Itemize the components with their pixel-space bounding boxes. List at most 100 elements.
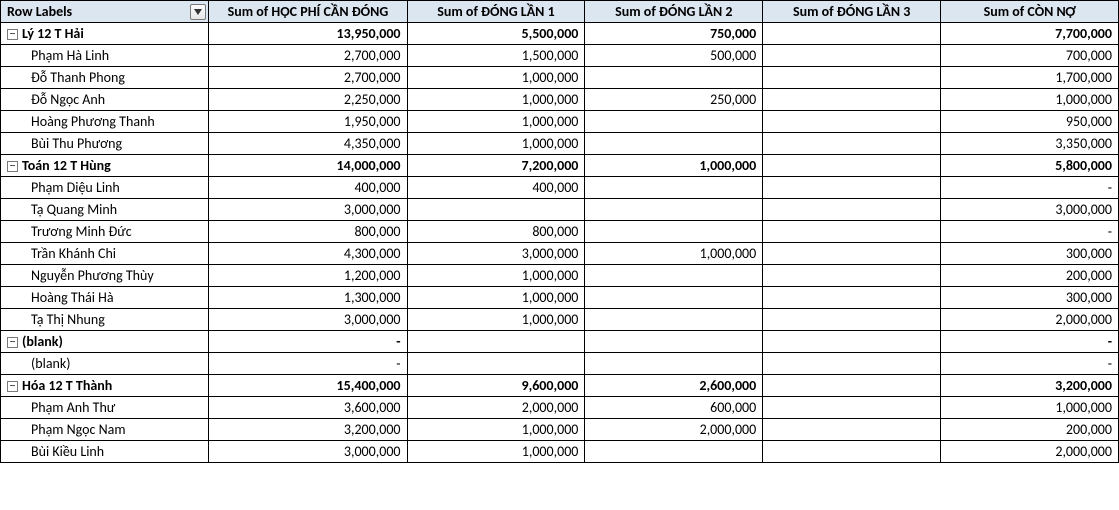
child-value-cell[interactable]: 2,000,000 <box>941 441 1119 463</box>
child-value-cell[interactable] <box>585 265 763 287</box>
child-value-cell[interactable] <box>407 199 585 221</box>
child-value-cell[interactable]: 1,200,000 <box>209 265 407 287</box>
child-value-cell[interactable] <box>763 45 941 67</box>
header-col1[interactable]: Sum of HỌC PHÍ CẦN ĐÓNG <box>209 1 407 23</box>
child-value-cell[interactable]: - <box>941 221 1119 243</box>
child-value-cell[interactable]: 1,000,000 <box>941 89 1119 111</box>
child-value-cell[interactable]: 800,000 <box>209 221 407 243</box>
child-value-cell[interactable]: 2,250,000 <box>209 89 407 111</box>
header-col2[interactable]: Sum of ĐÓNG LẦN 1 <box>407 1 585 23</box>
child-label-cell[interactable]: Trần Khánh Chi <box>1 243 209 265</box>
group-value-cell[interactable]: 2,600,000 <box>585 375 763 397</box>
child-label-cell[interactable]: Đỗ Thanh Phong <box>1 67 209 89</box>
child-value-cell[interactable] <box>585 221 763 243</box>
child-value-cell[interactable]: 300,000 <box>941 287 1119 309</box>
child-value-cell[interactable] <box>763 89 941 111</box>
group-value-cell[interactable]: - <box>941 331 1119 353</box>
collapse-icon[interactable]: − <box>7 161 18 172</box>
group-value-cell[interactable]: 3,200,000 <box>941 375 1119 397</box>
child-label-cell[interactable]: Tạ Quang Minh <box>1 199 209 221</box>
child-value-cell[interactable]: 4,350,000 <box>209 133 407 155</box>
child-value-cell[interactable]: - <box>209 353 407 375</box>
child-value-cell[interactable]: 1,950,000 <box>209 111 407 133</box>
child-value-cell[interactable]: 1,000,000 <box>407 89 585 111</box>
child-label-cell[interactable]: Hoàng Thái Hà <box>1 287 209 309</box>
child-value-cell[interactable]: 2,000,000 <box>407 397 585 419</box>
header-col5[interactable]: Sum of CÒN NỢ <box>941 1 1119 23</box>
child-value-cell[interactable] <box>585 309 763 331</box>
child-value-cell[interactable]: 1,300,000 <box>209 287 407 309</box>
child-value-cell[interactable] <box>763 221 941 243</box>
child-value-cell[interactable] <box>763 111 941 133</box>
group-value-cell[interactable]: 7,700,000 <box>941 23 1119 45</box>
group-value-cell[interactable]: 7,200,000 <box>407 155 585 177</box>
child-value-cell[interactable] <box>585 111 763 133</box>
child-label-cell[interactable]: Bùi Kiều Linh <box>1 441 209 463</box>
child-label-cell[interactable]: Bùi Thu Phương <box>1 133 209 155</box>
child-label-cell[interactable]: Phạm Ngọc Nam <box>1 419 209 441</box>
group-value-cell[interactable]: 14,000,000 <box>209 155 407 177</box>
child-value-cell[interactable]: 3,200,000 <box>209 419 407 441</box>
child-value-cell[interactable] <box>763 309 941 331</box>
child-value-cell[interactable]: 500,000 <box>585 45 763 67</box>
group-value-cell[interactable]: 15,400,000 <box>209 375 407 397</box>
group-label-cell[interactable]: −Lý 12 T Hải <box>1 23 209 45</box>
child-value-cell[interactable] <box>585 287 763 309</box>
child-value-cell[interactable] <box>585 133 763 155</box>
child-value-cell[interactable]: 1,000,000 <box>407 133 585 155</box>
child-value-cell[interactable]: 1,500,000 <box>407 45 585 67</box>
child-value-cell[interactable]: 250,000 <box>585 89 763 111</box>
child-value-cell[interactable]: 3,600,000 <box>209 397 407 419</box>
child-value-cell[interactable]: 3,000,000 <box>407 243 585 265</box>
child-label-cell[interactable]: Phạm Anh Thư <box>1 397 209 419</box>
child-label-cell[interactable]: Tạ Thị Nhung <box>1 309 209 331</box>
group-value-cell[interactable]: 5,500,000 <box>407 23 585 45</box>
child-value-cell[interactable] <box>585 441 763 463</box>
group-value-cell[interactable] <box>763 331 941 353</box>
child-value-cell[interactable]: 2,000,000 <box>585 419 763 441</box>
child-label-cell[interactable]: Đỗ Ngọc Anh <box>1 89 209 111</box>
child-label-cell[interactable]: Hoàng Phương Thanh <box>1 111 209 133</box>
child-value-cell[interactable] <box>763 419 941 441</box>
group-label-cell[interactable]: −(blank) <box>1 331 209 353</box>
header-col3[interactable]: Sum of ĐÓNG LẦN 2 <box>585 1 763 23</box>
child-value-cell[interactable]: 1,000,000 <box>407 67 585 89</box>
group-value-cell[interactable] <box>407 331 585 353</box>
child-value-cell[interactable] <box>763 397 941 419</box>
child-value-cell[interactable]: 1,000,000 <box>407 441 585 463</box>
child-value-cell[interactable]: 3,000,000 <box>209 309 407 331</box>
child-value-cell[interactable] <box>763 441 941 463</box>
child-value-cell[interactable]: 2,700,000 <box>209 67 407 89</box>
group-value-cell[interactable]: 9,600,000 <box>407 375 585 397</box>
child-value-cell[interactable] <box>763 67 941 89</box>
child-value-cell[interactable]: - <box>941 353 1119 375</box>
child-label-cell[interactable]: Nguyễn Phương Thùy <box>1 265 209 287</box>
child-value-cell[interactable] <box>763 243 941 265</box>
child-value-cell[interactable] <box>585 67 763 89</box>
child-value-cell[interactable] <box>585 199 763 221</box>
collapse-icon[interactable]: − <box>7 381 18 392</box>
child-value-cell[interactable]: 300,000 <box>941 243 1119 265</box>
child-value-cell[interactable]: 1,000,000 <box>941 397 1119 419</box>
collapse-icon[interactable]: − <box>7 337 18 348</box>
child-value-cell[interactable]: 1,000,000 <box>407 419 585 441</box>
child-label-cell[interactable]: (blank) <box>1 353 209 375</box>
child-value-cell[interactable] <box>763 177 941 199</box>
child-value-cell[interactable]: 4,300,000 <box>209 243 407 265</box>
header-row-labels[interactable]: Row Labels <box>1 1 209 23</box>
collapse-icon[interactable]: − <box>7 29 18 40</box>
child-value-cell[interactable]: 1,700,000 <box>941 67 1119 89</box>
child-value-cell[interactable]: 1,000,000 <box>407 111 585 133</box>
child-value-cell[interactable]: 1,000,000 <box>407 309 585 331</box>
child-value-cell[interactable]: 800,000 <box>407 221 585 243</box>
group-label-cell[interactable]: −Hóa 12 T Thành <box>1 375 209 397</box>
child-value-cell[interactable]: 2,700,000 <box>209 45 407 67</box>
child-value-cell[interactable]: - <box>941 177 1119 199</box>
child-value-cell[interactable]: 950,000 <box>941 111 1119 133</box>
child-value-cell[interactable]: 3,350,000 <box>941 133 1119 155</box>
child-label-cell[interactable]: Trương Minh Đức <box>1 221 209 243</box>
child-value-cell[interactable]: 700,000 <box>941 45 1119 67</box>
child-value-cell[interactable]: 600,000 <box>585 397 763 419</box>
child-value-cell[interactable] <box>585 353 763 375</box>
child-label-cell[interactable]: Phạm Diệu Linh <box>1 177 209 199</box>
